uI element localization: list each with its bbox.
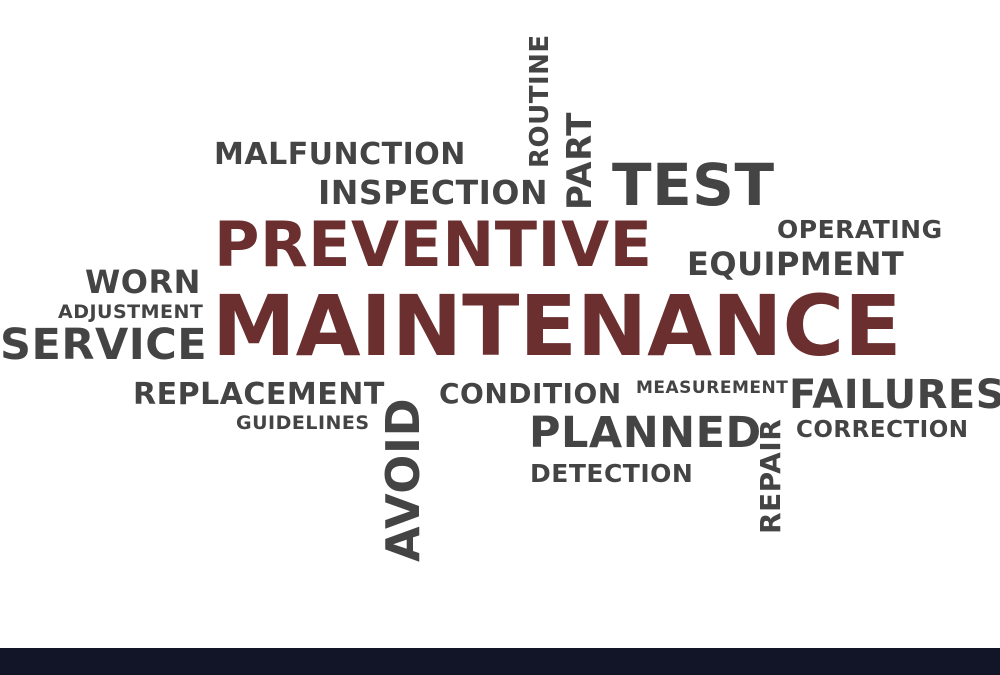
- word-inspection: INSPECTION: [318, 173, 549, 212]
- word-service: SERVICE: [0, 320, 208, 370]
- footer-bar: [0, 648, 1000, 675]
- word-guidelines: GUIDELINES: [236, 412, 370, 434]
- word-test: TEST: [612, 151, 775, 219]
- word-routine: ROUTINE: [525, 34, 555, 168]
- word-cloud: MALFUNCTION INSPECTION ROUTINE PART TEST…: [0, 34, 1000, 562]
- word-equipment: EQUIPMENT: [687, 245, 905, 283]
- word-failures: FAILURES: [789, 372, 1000, 418]
- word-adjustment: ADJUSTMENT: [58, 301, 204, 323]
- word-replacement: REPLACEMENT: [133, 377, 385, 412]
- word-repair: REPAIR: [754, 418, 787, 534]
- word-detection: DETECTION: [530, 459, 694, 488]
- word-condition: CONDITION: [439, 377, 622, 410]
- word-measurement: MEASUREMENT: [636, 378, 789, 398]
- word-worn: WORN: [85, 263, 201, 301]
- word-preventive: PREVENTIVE: [214, 208, 653, 281]
- word-operating: OPERATING: [777, 215, 943, 244]
- word-avoid: AVOID: [376, 397, 430, 562]
- word-correction: CORRECTION: [796, 417, 969, 443]
- word-maintenance: MAINTENANCE: [212, 277, 902, 375]
- word-part: PART: [560, 112, 600, 210]
- word-malfunction: MALFUNCTION: [214, 137, 466, 172]
- word-planned: PLANNED: [529, 408, 762, 458]
